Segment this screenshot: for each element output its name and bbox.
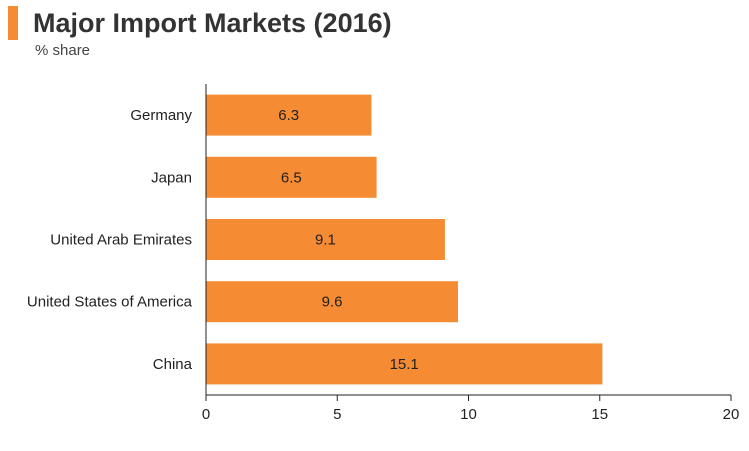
chart-title: Major Import Markets (2016) (33, 8, 392, 38)
x-tick-label: 10 (460, 406, 477, 423)
category-label: Japan (151, 169, 192, 186)
data-label: 6.3 (278, 107, 299, 124)
category-label: China (153, 356, 193, 373)
title-accent-bar (8, 6, 18, 40)
chart-subtitle: % share (35, 42, 91, 59)
bar-united-states-of-america (206, 281, 458, 323)
category-label: United Arab Emirates (50, 232, 192, 249)
x-tick-label: 20 (723, 406, 740, 423)
data-label: 9.1 (315, 232, 336, 249)
bar-germany (206, 94, 372, 136)
x-tick-label: 5 (333, 406, 341, 423)
data-label: 9.6 (322, 294, 343, 311)
x-tick-label: 0 (202, 406, 210, 423)
category-label: United States of America (27, 294, 193, 311)
bar-china (206, 343, 603, 385)
category-label: Germany (130, 107, 192, 124)
data-label: 6.5 (281, 169, 302, 186)
data-label: 15.1 (390, 356, 419, 373)
x-tick-label: 15 (591, 406, 608, 423)
bar-united-arab-emirates (206, 219, 445, 260)
bar-japan (206, 156, 377, 198)
